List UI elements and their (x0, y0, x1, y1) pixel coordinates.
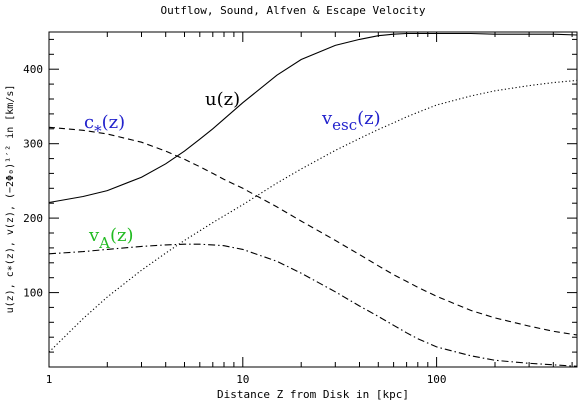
svg-text:u(z): u(z) (205, 89, 240, 110)
chart-title: Outflow, Sound, Alfven & Escape Velocity (161, 4, 426, 17)
series-label-cstar: c*(z) (84, 112, 125, 140)
x-tick-label: 100 (427, 373, 447, 386)
series-line-1 (48, 79, 578, 353)
svg-text:c*(z): c*(z) (84, 112, 125, 140)
x-axis-ticks: 1 10 100 (46, 32, 573, 386)
y-tick-label: 200 (23, 212, 43, 225)
y-tick-label: 400 (23, 63, 43, 76)
series-label-vesc: vesc(z) (321, 108, 381, 134)
svg-text:vesc(z): vesc(z) (321, 108, 381, 134)
x-axis-label: Distance Z from Disk in [kpc] (217, 388, 409, 401)
y-tick-label: 100 (23, 287, 43, 300)
y-axis-label: u(z), c∗(z), v(z), (−2Φ₀)¹′² in [km/s] (5, 85, 16, 314)
y-tick-label: 300 (23, 138, 43, 151)
series-label-u: u(z) (205, 89, 240, 110)
series-line-0 (48, 32, 578, 204)
plot-frame (48, 31, 578, 368)
series-line-3 (48, 243, 578, 367)
y-axis-ticks: 100 200 300 400 (23, 38, 577, 353)
series-line-2 (48, 126, 578, 336)
series-layer (48, 32, 578, 367)
x-tick-label: 1 (46, 373, 53, 386)
x-tick-label: 10 (236, 373, 249, 386)
